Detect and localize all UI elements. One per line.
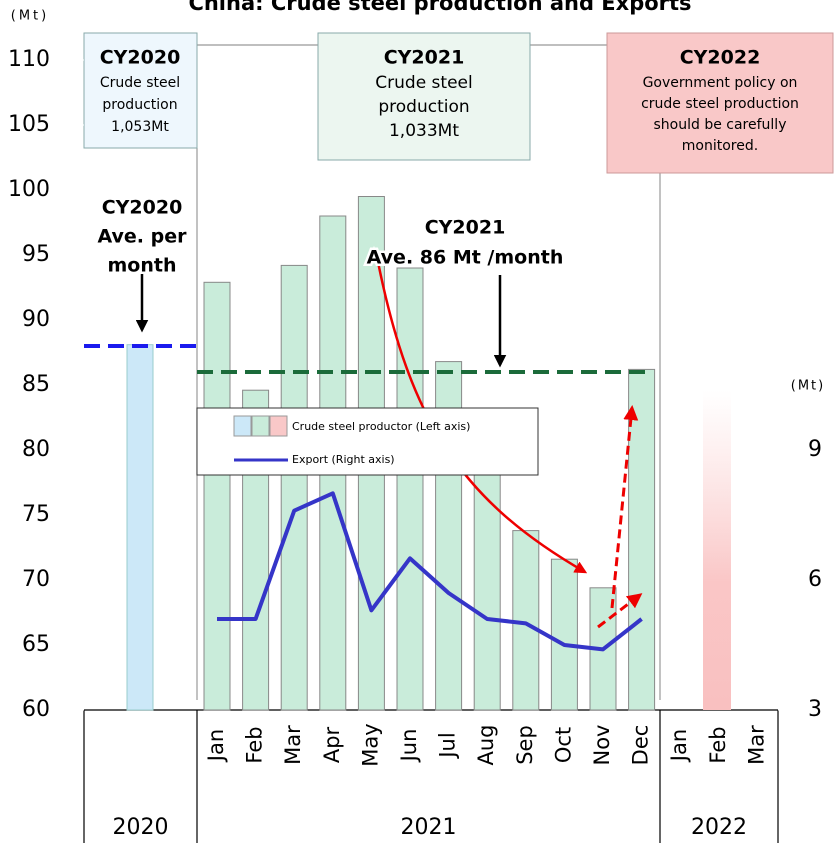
y-tick-label: 65 bbox=[22, 632, 50, 657]
callout-text: monitored. bbox=[682, 138, 758, 154]
bar bbox=[550, 558, 578, 711]
overlay bbox=[84, 344, 645, 652]
average-label: Ave. per bbox=[98, 226, 188, 248]
callout-title: CY2021 bbox=[384, 47, 465, 69]
y2-tick-label: 9 bbox=[808, 437, 822, 462]
y-tick-label: 90 bbox=[22, 307, 50, 332]
y2-tick-label: 3 bbox=[808, 697, 822, 722]
legend-swatch bbox=[233, 415, 252, 437]
chart-title: China: Crude steel production and Export… bbox=[188, 0, 691, 15]
legend-swatch bbox=[251, 415, 270, 437]
y-tick-label: 95 bbox=[22, 242, 50, 267]
x-tick-label: Dec bbox=[629, 725, 653, 766]
x-tick-label: Apr bbox=[320, 726, 344, 763]
callout-text: production bbox=[102, 97, 177, 113]
x-tick-label: Oct bbox=[551, 727, 575, 763]
callout-title: CY2022 bbox=[680, 47, 761, 69]
bar bbox=[628, 368, 656, 711]
bar bbox=[512, 530, 540, 711]
average-label: Ave. 86 Mt /month bbox=[367, 247, 564, 269]
x-tick-label: Jul bbox=[436, 732, 460, 759]
projection-bar bbox=[703, 390, 731, 710]
group-label: 2022 bbox=[691, 815, 747, 840]
callout-box bbox=[317, 32, 531, 161]
x-tick-label: Mar bbox=[281, 725, 305, 765]
axis-frame bbox=[83, 709, 779, 843]
bar bbox=[203, 281, 231, 711]
x-tick-label: Nov bbox=[590, 725, 614, 766]
legend-items: Crude steel productor (Left axis) Export … bbox=[233, 415, 470, 466]
y-tick-label: 85 bbox=[22, 372, 50, 397]
y2-unit: (Mt) bbox=[791, 379, 825, 394]
y-tick-label: 75 bbox=[22, 502, 50, 527]
bar bbox=[396, 267, 424, 711]
legend-swatch bbox=[269, 415, 288, 437]
callout-text: crude steel production bbox=[641, 96, 799, 112]
callout-text: Crude steel bbox=[100, 75, 180, 91]
x-tick-label: May bbox=[358, 723, 382, 766]
y-unit: (Mt) bbox=[11, 9, 49, 24]
y-tick-label: 70 bbox=[22, 567, 50, 592]
callout-text: should be carefully bbox=[654, 117, 787, 133]
group-label: 2021 bbox=[401, 815, 457, 840]
x-tick-label: Jun bbox=[397, 729, 421, 764]
x-tick-label: Aug bbox=[474, 724, 498, 765]
trend-arrow bbox=[597, 593, 643, 629]
x-tick-label: Jan bbox=[204, 729, 228, 763]
legend-label: Export (Right axis) bbox=[292, 453, 395, 466]
callout-text: Government policy on bbox=[643, 75, 798, 91]
x-tick-label: Feb bbox=[243, 726, 267, 763]
bar bbox=[280, 264, 308, 711]
average-label: month bbox=[108, 255, 177, 277]
callout-box bbox=[606, 32, 834, 174]
callout-text: 1,033Mt bbox=[389, 121, 459, 141]
x-tick-label: Mar bbox=[744, 725, 768, 765]
y2-tick-label: 6 bbox=[808, 567, 822, 592]
y-tick-label: 100 bbox=[8, 177, 50, 202]
y-tick-label: 110 bbox=[8, 47, 50, 72]
callout-title: CY2020 bbox=[100, 47, 181, 69]
y-tick-label: 80 bbox=[22, 437, 50, 462]
y-tick-label: 105 bbox=[8, 112, 50, 137]
callout-text: 1,053Mt bbox=[111, 119, 169, 135]
x-tick-label: Jan bbox=[667, 729, 691, 763]
bar bbox=[126, 344, 154, 711]
average-label: CY2021 bbox=[425, 217, 506, 239]
callout-box bbox=[83, 32, 198, 149]
export-line bbox=[217, 491, 643, 652]
trend-arrow bbox=[610, 405, 639, 609]
callout-text: Crude steel bbox=[375, 73, 472, 93]
average-label: CY2020 bbox=[102, 197, 183, 219]
callout-text: production bbox=[378, 97, 469, 117]
group-label: 2020 bbox=[113, 815, 169, 840]
x-tick-label: Feb bbox=[706, 726, 730, 763]
x-tick-label: Sep bbox=[513, 725, 537, 765]
y-tick-label: 60 bbox=[22, 697, 50, 722]
legend-label: Crude steel productor (Left axis) bbox=[292, 420, 470, 433]
